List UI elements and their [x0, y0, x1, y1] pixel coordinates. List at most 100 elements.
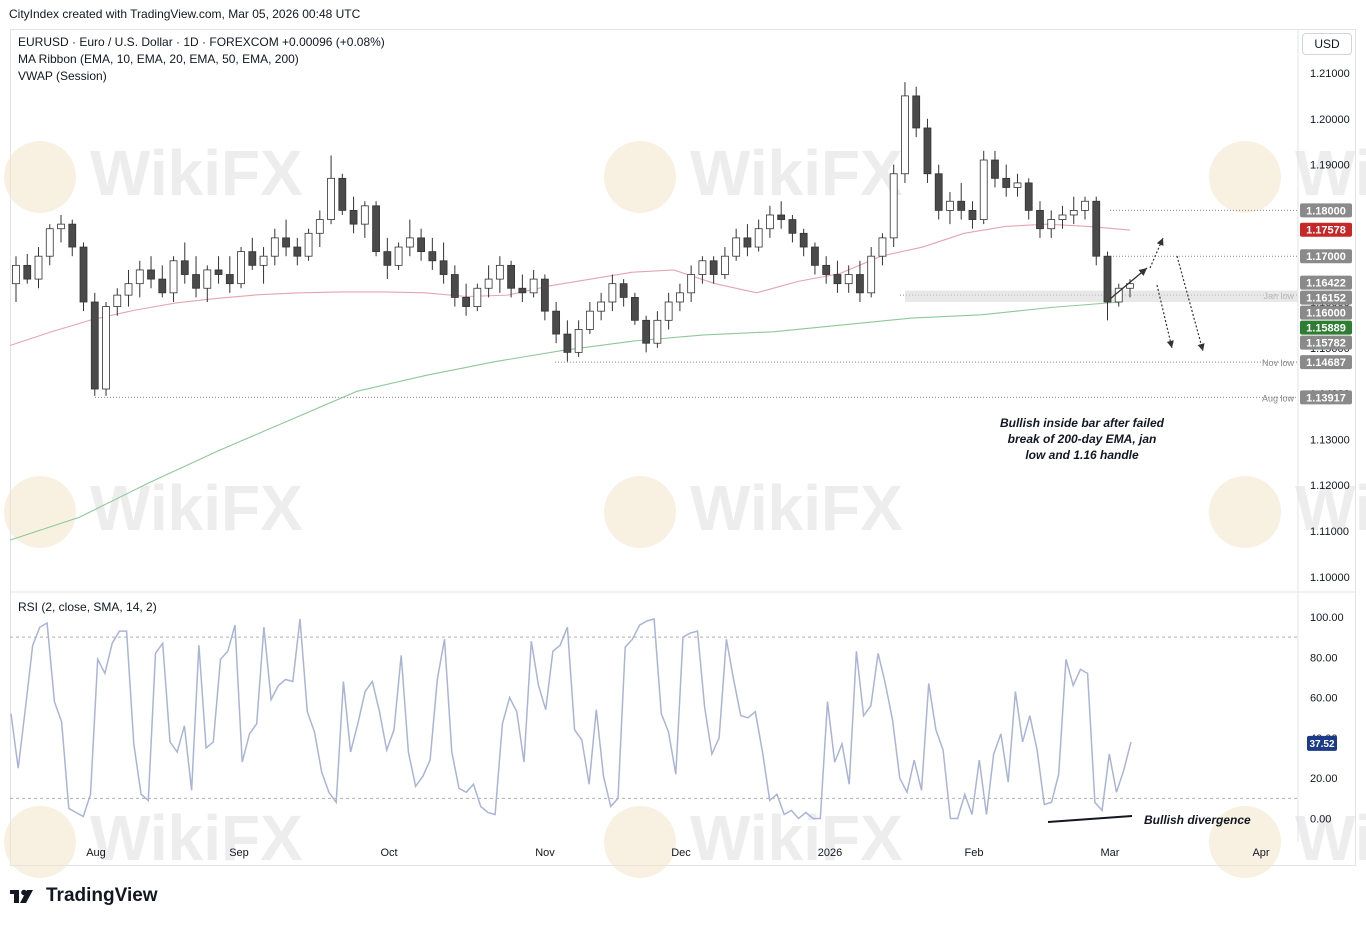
candle-body [631, 297, 639, 321]
time-tick-label: Apr [1252, 847, 1269, 859]
candle-body [653, 319, 662, 344]
candle-body [676, 292, 684, 303]
candle [585, 302, 594, 335]
candle-body [113, 294, 122, 307]
candle [304, 228, 313, 261]
currency-button[interactable]: USD [1302, 33, 1352, 55]
price-label-box [1300, 249, 1352, 264]
candle [732, 228, 741, 261]
candle-body [349, 209, 358, 225]
brand-text: TradingView [46, 885, 158, 906]
rsi-legend[interactable]: RSI (2, close, SMA, 14, 2) [18, 600, 157, 614]
candle-body [664, 301, 673, 321]
candle [912, 86, 921, 138]
candle [57, 214, 65, 243]
candle-body [484, 278, 493, 289]
candle-body [529, 278, 538, 294]
candle-body [315, 219, 324, 234]
candle-body [1058, 214, 1067, 220]
candle [90, 292, 99, 396]
watermark-emblem [1209, 476, 1281, 548]
candle [12, 256, 20, 302]
watermark-text: WikiFX [90, 137, 303, 209]
candle-body [968, 209, 977, 220]
watermark-layer: WikiFX WikiFX WikiFX WikiFX WikiFX WikiFX Wiki… [4, 137, 1366, 878]
candle [664, 292, 673, 330]
candle [439, 242, 448, 284]
candle-body [619, 283, 628, 298]
candle [484, 265, 493, 298]
symbol-line: EURUSD · Euro / U.S. Dollar · 1D · FOREX… [18, 35, 279, 49]
candle [450, 265, 459, 307]
price-tick-label: 1.13000 [1310, 434, 1350, 446]
dotted-arrow-up [1149, 237, 1164, 269]
candle [901, 82, 909, 183]
candle-body [1081, 200, 1089, 211]
candle [1013, 173, 1022, 197]
candle-body [991, 159, 999, 179]
candle [327, 155, 335, 225]
candle [856, 260, 864, 302]
candle [68, 219, 77, 257]
vwap-legend[interactable]: VWAP (Session) [18, 69, 107, 83]
candle [428, 237, 437, 270]
tradingview-logo-icon [10, 889, 33, 903]
rsi-tick-label: 100.00 [1310, 612, 1344, 624]
price-label-text: 1.17578 [1306, 225, 1346, 237]
watermark-emblem [1209, 806, 1281, 878]
support-zone-rect [905, 290, 1298, 302]
candle-body [811, 246, 819, 266]
time-tick-label: Nov [535, 847, 555, 859]
price-tick-label: 1.20000 [1310, 114, 1350, 126]
candle-body [732, 237, 741, 257]
candle-body [822, 264, 831, 275]
candle [844, 265, 853, 293]
price-label-1.16000: 1.16000 [1300, 305, 1352, 320]
candle [1114, 283, 1123, 307]
candle-body [1036, 209, 1044, 230]
candle [79, 242, 88, 312]
candles-layer [12, 82, 1134, 396]
candle [811, 242, 819, 275]
price-label-1.14687: 1.14687 [1300, 355, 1352, 370]
candle [473, 283, 482, 312]
candle [360, 201, 369, 238]
candle [608, 274, 617, 312]
price-tick-label: 1.21000 [1310, 68, 1350, 80]
watermark-emblem [604, 806, 676, 878]
price-label-1.17000: 1.17000 [1300, 249, 1352, 264]
candle-body [1002, 177, 1011, 188]
divergence-line [1047, 815, 1133, 823]
candle-body [90, 301, 99, 390]
dotted-arrow-down-2 [1176, 255, 1205, 352]
time-axis: Aug Sep Oct Nov Dec 2026 Feb Mar Apr [86, 847, 1270, 859]
candle [867, 247, 876, 298]
watermark-emblem [604, 476, 676, 548]
candle-body [417, 237, 425, 253]
candle [991, 150, 999, 188]
chart-frame [10, 29, 1356, 866]
candle [631, 292, 639, 325]
symbol-header[interactable]: EURUSD · Euro / U.S. Dollar · 1D · FOREX… [18, 35, 385, 49]
candle [282, 219, 290, 257]
candle [45, 224, 54, 266]
price-label-text: 1.15782 [1306, 338, 1346, 350]
time-tick-label: Dec [671, 847, 691, 859]
candle [1069, 196, 1078, 225]
candle-body [721, 255, 729, 275]
candle [721, 247, 729, 280]
candle [1103, 251, 1112, 321]
ma-ribbon-legend[interactable]: MA Ribbon (EMA, 10, EMA, 20, EMA, 50, EM… [18, 52, 299, 66]
candle-body [540, 278, 549, 312]
candle [709, 256, 718, 284]
price-label-box [1300, 390, 1352, 405]
candle-body [833, 274, 842, 285]
candle-body [147, 269, 155, 280]
annotation-layer: Bullish inside bar after failed break of … [1000, 416, 1165, 462]
price-label-text: 1.13917 [1306, 392, 1346, 404]
candle-body [946, 200, 954, 211]
candle [979, 150, 988, 225]
candle [766, 205, 774, 238]
watermark-text: WikiFX [1295, 802, 1366, 874]
